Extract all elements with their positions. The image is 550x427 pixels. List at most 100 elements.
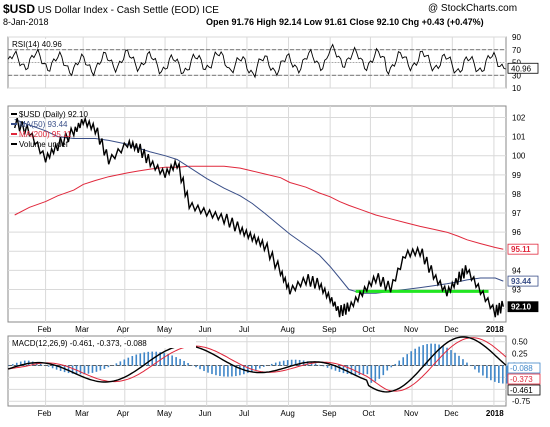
price-x-tick-label: 2018 bbox=[486, 325, 504, 334]
panel-price bbox=[7, 105, 507, 323]
macd-histogram-bar bbox=[123, 359, 126, 366]
macd-histogram-bar bbox=[478, 365, 480, 373]
macd-histogram-bar bbox=[462, 359, 464, 366]
macd-histogram-bar bbox=[231, 365, 233, 377]
macd-histogram-bar bbox=[498, 365, 500, 383]
macd-histogram-bar bbox=[370, 365, 373, 383]
exchange: ICE bbox=[202, 5, 219, 16]
macd-histogram-bar bbox=[255, 365, 257, 371]
price-legend-item: $USD (Daily) 92.10 bbox=[19, 110, 88, 119]
macd-last-value: -0.461 bbox=[510, 386, 533, 395]
macd-x-tick-label: Aug bbox=[281, 409, 295, 418]
macd-histogram-bar bbox=[79, 365, 82, 375]
macd-histogram-bar bbox=[262, 365, 265, 367]
macd-histogram-bar bbox=[207, 365, 209, 373]
macd-histogram-bar bbox=[410, 351, 412, 366]
macd-histogram-bar bbox=[474, 365, 476, 370]
macd-x-tick-label: Sep bbox=[322, 409, 337, 418]
rsi-line bbox=[7, 43, 507, 79]
macd-last-box bbox=[507, 362, 541, 374]
macd-histogram-bar bbox=[482, 365, 484, 376]
price-x-tick-label: Dec bbox=[444, 325, 458, 334]
macd-histogram-bar bbox=[294, 359, 297, 366]
macd-histogram-bar bbox=[23, 360, 26, 366]
rsi-legend-text: RSI(14) 40.96 bbox=[12, 40, 62, 49]
price-x-tick-label: Apr bbox=[117, 325, 130, 334]
ma50-last-value: 93.44 bbox=[511, 277, 532, 286]
macd-histogram-bar bbox=[219, 365, 221, 377]
macd-histogram-bar bbox=[147, 351, 150, 366]
macd-histogram-bar bbox=[91, 365, 94, 373]
macd-last-box bbox=[507, 373, 541, 385]
price-x-tick-label: Jul bbox=[239, 325, 249, 334]
macd-histogram-bar bbox=[314, 363, 317, 366]
macd-histogram-bar bbox=[318, 364, 321, 366]
macd-histogram-bar bbox=[247, 365, 249, 374]
macd-histogram-bar bbox=[506, 365, 508, 384]
macd-histogram-bar bbox=[155, 351, 158, 366]
macd-histogram-bar bbox=[358, 365, 361, 376]
macd-histogram-bar bbox=[11, 364, 14, 366]
macd-histogram-bar bbox=[171, 355, 173, 366]
macd-histogram-bar bbox=[374, 365, 377, 382]
macd-histogram-bar bbox=[378, 365, 381, 379]
price-tick-label: 96 bbox=[512, 228, 521, 237]
macd-histogram-bar bbox=[99, 365, 102, 371]
macd-histogram-bar bbox=[338, 365, 341, 372]
macd-histogram-bar bbox=[115, 363, 118, 366]
macd-histogram-bar bbox=[486, 365, 488, 379]
macd-last-box bbox=[507, 384, 541, 396]
price-last-value: 92.10 bbox=[511, 303, 532, 312]
macd-tick-label: 0.25 bbox=[512, 350, 528, 359]
macd-histogram-bar bbox=[223, 365, 225, 377]
macd-histogram-bar bbox=[278, 361, 281, 366]
macd-histogram-bar bbox=[438, 344, 440, 366]
price-tick-label: 93 bbox=[512, 286, 521, 295]
macd-x-tick-label: Jul bbox=[239, 409, 249, 418]
macd-histogram-bar bbox=[450, 350, 452, 366]
chart-title: $USD US Dollar Index - Cash Settle (EOD)… bbox=[3, 2, 219, 16]
macd-histogram-bar bbox=[143, 352, 146, 366]
macd-histogram-bar bbox=[39, 363, 42, 366]
index-name: US Dollar Index - Cash Settle (EOD) bbox=[37, 5, 200, 16]
macd-histogram-bar bbox=[306, 361, 309, 366]
macd-x-tick-label: Oct bbox=[362, 409, 375, 418]
brand-logo: @ StockCharts.com bbox=[428, 3, 518, 14]
macd-histogram-bar bbox=[382, 365, 385, 376]
rsi-tick-label: 30 bbox=[512, 71, 521, 80]
macd-histogram-bar bbox=[127, 357, 130, 366]
macd-histogram-bar bbox=[350, 365, 353, 375]
macd-histogram-bar bbox=[442, 345, 444, 366]
price-legend-item: MA(50) 93.44 bbox=[19, 120, 68, 129]
symbol: $USD bbox=[3, 2, 36, 16]
macd-histogram-bar bbox=[406, 354, 408, 366]
macd-legend-text: MACD(12,26,9) -0.461, -0.373, -0.088 bbox=[12, 339, 147, 348]
macd-histogram-bar bbox=[107, 365, 110, 368]
macd-histogram-bar bbox=[131, 355, 134, 366]
macd-histogram-bar bbox=[346, 365, 349, 375]
rsi-last-value: 40.96 bbox=[511, 64, 532, 73]
rsi-tick-label: 90 bbox=[512, 33, 521, 42]
macd-histogram-bar bbox=[418, 346, 420, 366]
macd-histogram-bar bbox=[270, 363, 273, 366]
macd-histogram-bar bbox=[362, 365, 365, 375]
macd-x-tick-label: Dec bbox=[444, 409, 458, 418]
macd-histogram-bar bbox=[490, 365, 492, 381]
ma200-last-value: 95.11 bbox=[511, 245, 531, 254]
ma50-line bbox=[14, 118, 504, 294]
macd-histogram-bar bbox=[235, 365, 237, 377]
macd-histogram-bar bbox=[326, 365, 329, 368]
macd-histogram-bar bbox=[422, 345, 424, 366]
ma200-line bbox=[14, 165, 504, 250]
price-x-tick-label: May bbox=[157, 325, 172, 334]
macd-histogram-bar bbox=[274, 362, 277, 366]
price-tick-label: 98 bbox=[512, 190, 521, 199]
macd-x-tick-label: Feb bbox=[38, 409, 52, 418]
macd-histogram-bar bbox=[8, 365, 10, 367]
price-last-value-box bbox=[507, 301, 539, 313]
price-x-tick-label: Nov bbox=[404, 325, 418, 334]
macd-histogram-bar bbox=[47, 365, 50, 367]
macd-x-tick-label: Mar bbox=[75, 409, 89, 418]
